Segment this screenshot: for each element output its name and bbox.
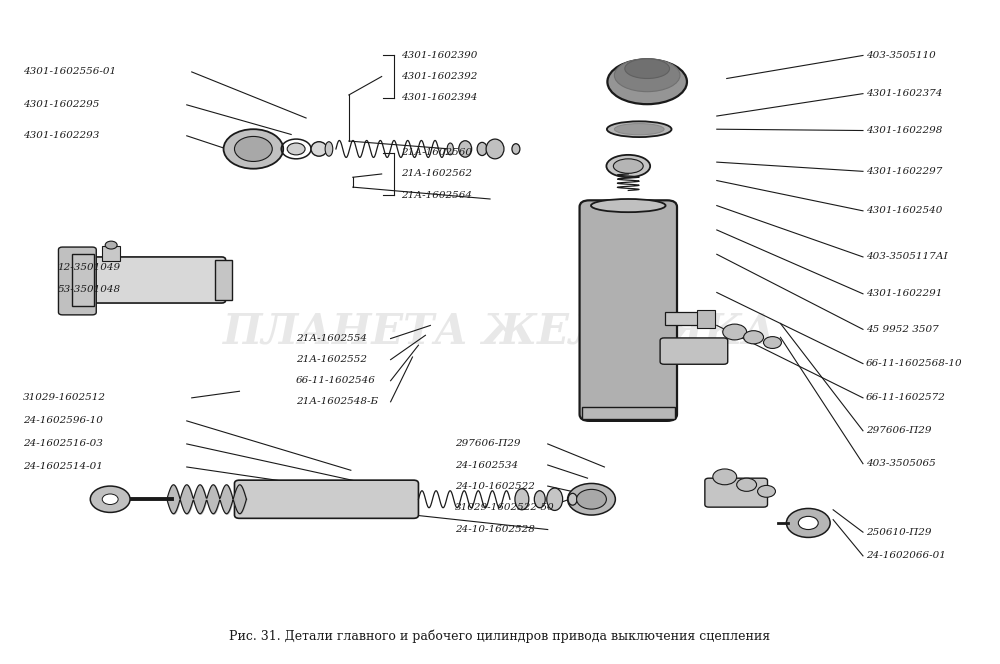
Text: 24-1602534: 24-1602534 (455, 461, 518, 469)
Text: 4301-1602297: 4301-1602297 (866, 167, 942, 176)
FancyBboxPatch shape (705, 478, 768, 507)
Circle shape (102, 494, 118, 505)
Text: 24-1602066-01: 24-1602066-01 (866, 551, 946, 560)
Text: 21А-1602564: 21А-1602564 (401, 191, 472, 200)
FancyBboxPatch shape (83, 257, 226, 303)
Ellipse shape (486, 139, 504, 159)
Text: 4301-1602390: 4301-1602390 (401, 51, 477, 60)
Text: 4301-1602293: 4301-1602293 (23, 131, 99, 140)
Text: 250610-П29: 250610-П29 (866, 528, 931, 537)
Text: 4301-1602540: 4301-1602540 (866, 207, 942, 215)
Text: 21А-1602552: 21А-1602552 (296, 355, 367, 364)
Ellipse shape (613, 159, 643, 173)
Ellipse shape (625, 58, 670, 78)
Text: 66-11-1602572: 66-11-1602572 (866, 393, 946, 402)
Text: 21А-1602560: 21А-1602560 (401, 148, 472, 157)
Bar (215, 260, 232, 300)
Text: 24-10-1602522: 24-10-1602522 (455, 481, 535, 491)
Ellipse shape (459, 141, 472, 157)
Text: 45 9952 3507: 45 9952 3507 (866, 325, 939, 334)
Ellipse shape (607, 59, 687, 104)
Circle shape (737, 478, 757, 491)
Ellipse shape (512, 143, 520, 154)
Text: 4301-1602374: 4301-1602374 (866, 89, 942, 98)
FancyBboxPatch shape (234, 480, 418, 519)
Text: 24-1602516-03: 24-1602516-03 (23, 440, 103, 448)
Text: 24-1602514-01: 24-1602514-01 (23, 463, 103, 471)
Text: 31029-1602522-50: 31029-1602522-50 (455, 503, 555, 512)
Text: 66-11-1602568-10: 66-11-1602568-10 (866, 359, 963, 368)
Circle shape (568, 483, 615, 515)
Ellipse shape (614, 58, 680, 92)
Text: 53-3501048: 53-3501048 (57, 285, 121, 293)
Circle shape (786, 509, 830, 537)
Ellipse shape (515, 489, 529, 510)
Ellipse shape (607, 122, 672, 137)
Circle shape (234, 136, 272, 161)
Ellipse shape (614, 124, 664, 135)
Text: 4301-1602298: 4301-1602298 (866, 126, 942, 135)
FancyBboxPatch shape (58, 247, 96, 315)
Ellipse shape (568, 493, 577, 505)
Circle shape (758, 485, 775, 497)
Circle shape (798, 517, 818, 529)
Text: 4301-1602556-01: 4301-1602556-01 (23, 68, 116, 76)
Ellipse shape (534, 491, 545, 508)
Ellipse shape (606, 155, 650, 177)
FancyBboxPatch shape (660, 338, 728, 365)
Text: 21А-1602554: 21А-1602554 (296, 334, 367, 343)
Ellipse shape (547, 488, 563, 511)
Ellipse shape (311, 141, 327, 156)
Text: 21А-1602548-Б: 21А-1602548-Б (296, 397, 378, 406)
Ellipse shape (447, 143, 453, 155)
Text: 24-10-1602528: 24-10-1602528 (455, 525, 535, 534)
Circle shape (90, 486, 130, 513)
Circle shape (577, 489, 606, 509)
Circle shape (105, 241, 117, 249)
Text: 297606-П29: 297606-П29 (866, 426, 931, 436)
Ellipse shape (477, 142, 487, 155)
Ellipse shape (325, 141, 333, 156)
Circle shape (713, 469, 737, 485)
Text: 297606-П29: 297606-П29 (455, 440, 521, 448)
Text: 403-3505065: 403-3505065 (866, 459, 936, 468)
Bar (102, 246, 120, 261)
Bar (665, 312, 699, 325)
Text: 4301-1602394: 4301-1602394 (401, 93, 477, 102)
Text: 31029-1602512: 31029-1602512 (23, 393, 106, 402)
Text: 4301-1602295: 4301-1602295 (23, 100, 99, 110)
Text: 24-1602596-10: 24-1602596-10 (23, 416, 103, 426)
Text: 4301-1602392: 4301-1602392 (401, 72, 477, 81)
Text: ПЛАНЕТА ЖЕЛЕЗЯКА: ПЛАНЕТА ЖЕЛЕЗЯКА (223, 311, 777, 353)
FancyBboxPatch shape (580, 201, 677, 421)
Bar (72, 254, 94, 305)
Text: 21А-1602562: 21А-1602562 (401, 169, 472, 179)
Text: 403-3505110: 403-3505110 (866, 51, 936, 60)
Ellipse shape (591, 199, 666, 212)
Text: Рис. 31. Детали главного и рабочего цилиндров привода выключения сцепления: Рис. 31. Детали главного и рабочего цили… (229, 629, 771, 643)
Circle shape (224, 129, 283, 169)
Text: 12-3501049: 12-3501049 (57, 263, 121, 272)
Text: 4301-1602291: 4301-1602291 (866, 290, 942, 298)
Bar (582, 407, 675, 419)
Text: 66-11-1602546: 66-11-1602546 (296, 376, 376, 385)
Circle shape (723, 324, 747, 340)
Text: 403-3505117АI: 403-3505117АI (866, 252, 948, 262)
Ellipse shape (287, 143, 305, 155)
Circle shape (744, 331, 764, 344)
Bar (697, 309, 715, 328)
Circle shape (764, 337, 781, 349)
